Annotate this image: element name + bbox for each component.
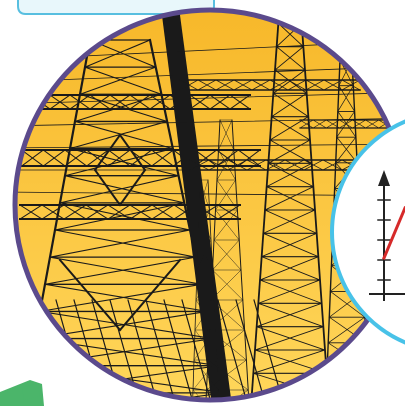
graph-inset	[330, 119, 405, 345]
inset-graph	[369, 170, 405, 301]
graph-inset-circle	[330, 119, 405, 345]
photo-circle-border	[12, 7, 405, 403]
green-corner-decoration	[0, 380, 44, 406]
